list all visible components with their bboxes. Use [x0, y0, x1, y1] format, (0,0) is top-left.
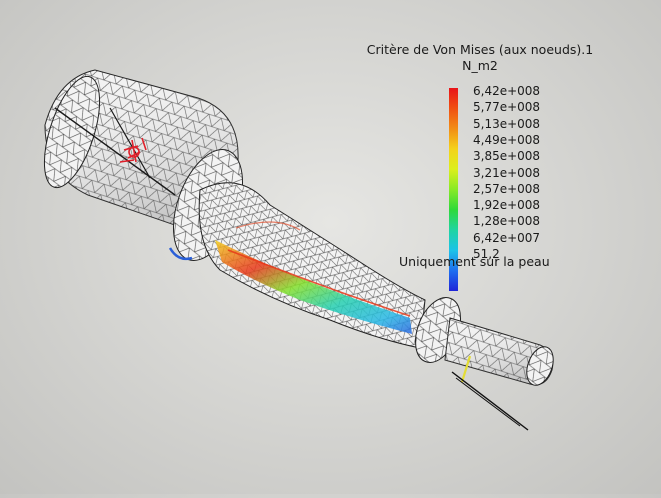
tapered-arm-part[interactable]	[198, 182, 426, 349]
constraint-marker-icon	[451, 355, 529, 431]
shaft-part[interactable]	[444, 317, 558, 389]
legend-tick: 6,42e+008	[473, 84, 541, 98]
stress-legend: Critère de Von Mises (aux noeuds).1 N_m2…	[340, 42, 620, 291]
legend-tick: 4,49e+008	[473, 132, 541, 147]
legend-tick: 3,85e+008	[473, 149, 541, 164]
legend-title: Critère de Von Mises (aux noeuds).1	[366, 42, 594, 57]
legend-tick: 2,57e+008	[473, 181, 541, 196]
legend-tick: 1,92e+008	[473, 198, 541, 213]
axis-line	[109, 107, 151, 179]
legend-unit: N_m2	[462, 58, 498, 73]
legend-note: Uniquement sur la peau	[399, 254, 550, 269]
legend-tick: 6,42e+007	[473, 230, 541, 245]
legend-tick: 51,2	[473, 247, 500, 261]
legend-colorbar	[449, 88, 458, 291]
axis-line	[54, 107, 176, 196]
legend-tick: 3,21e+008	[473, 165, 541, 180]
legend-tick: 5,77e+008	[473, 100, 541, 115]
load-marker-icon	[119, 137, 147, 163]
legend-tick: 1,28e+008	[473, 214, 541, 229]
legend-tick: 5,13e+008	[473, 116, 541, 131]
